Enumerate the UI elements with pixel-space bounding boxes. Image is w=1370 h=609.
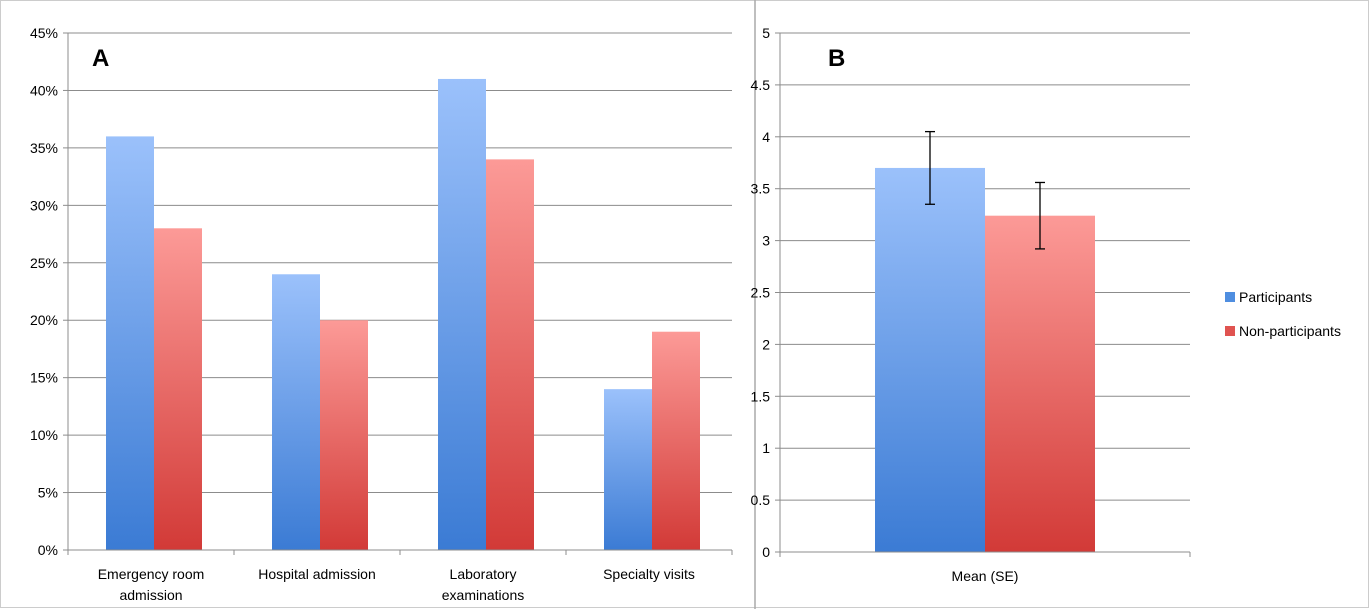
panelB-y-tick-label: 1 bbox=[762, 440, 770, 456]
panelB-y-tick-label: 2.5 bbox=[751, 285, 771, 301]
legend: Participants Non-participants bbox=[1225, 289, 1341, 339]
panelA-bar-non-participants-specialty-visits bbox=[652, 331, 700, 550]
panelA-y-tick-label: 10% bbox=[30, 427, 58, 443]
panelA-bar-participants-emergency-room-admission bbox=[106, 136, 154, 550]
panelA-y-tick-label: 15% bbox=[30, 370, 58, 386]
panelA-y-tick-label: 25% bbox=[30, 255, 58, 271]
panelA-y-tick-label: 35% bbox=[30, 140, 58, 156]
panelA-y-tick-label: 30% bbox=[30, 197, 58, 213]
legend-swatch-non-participants bbox=[1225, 326, 1235, 336]
panelA-x-tick-label: admission bbox=[119, 587, 182, 603]
panelA-bar-participants-hospital-admission bbox=[272, 274, 320, 550]
panelA-y-tick-label: 45% bbox=[30, 25, 58, 41]
panelB-y-tick-label: 3.5 bbox=[751, 181, 771, 197]
panelB-y-tick-label: 4 bbox=[762, 129, 770, 145]
panel-b-y-tick-labels: 0 0.5 1 1.5 2 2.5 3 3.5 4 4.5 5 bbox=[751, 25, 771, 560]
legend-label-participants: Participants bbox=[1239, 289, 1312, 305]
panelA-x-tick-label: Specialty visits bbox=[603, 566, 695, 582]
panelB-y-tick-label: 4.5 bbox=[751, 77, 771, 93]
panelA-x-tick-label: examinations bbox=[442, 587, 525, 603]
panelA-x-tick-label: Emergency room bbox=[98, 566, 205, 582]
panelA-y-tick-label: 0% bbox=[38, 542, 58, 558]
panelA-y-tick-label: 40% bbox=[30, 82, 58, 98]
panel-a-x-tick-labels: Emergency room admission Hospital admissio… bbox=[98, 566, 695, 603]
panelB-y-tick-label: 0 bbox=[762, 544, 770, 560]
panel-b-x-tick-labels: Mean (SE) bbox=[952, 568, 1019, 584]
panelA-bar-non-participants-hospital-admission bbox=[320, 320, 368, 550]
panelA-bar-participants-laboratory-examinations bbox=[438, 78, 486, 550]
panelB-x-tick-label: Mean (SE) bbox=[952, 568, 1019, 584]
panel-b-error-bars bbox=[925, 130, 1045, 250]
panel-b-label: B bbox=[828, 45, 845, 72]
panel-a-bars bbox=[106, 78, 700, 551]
panelA-x-tick-label: Laboratory bbox=[450, 566, 517, 582]
legend-label-non-participants: Non-participants bbox=[1239, 323, 1341, 339]
panel-b-bars bbox=[875, 167, 1095, 553]
panelB-y-tick-label: 3 bbox=[762, 233, 770, 249]
panelB-y-tick-label: 0.5 bbox=[751, 492, 771, 508]
panelA-bar-non-participants-emergency-room-admission bbox=[154, 228, 202, 551]
panelA-y-tick-label: 20% bbox=[30, 312, 58, 328]
panelA-bar-participants-specialty-visits bbox=[604, 389, 652, 550]
panelB-y-tick-label: 5 bbox=[762, 25, 770, 41]
panel-a-axes bbox=[63, 32, 733, 555]
legend-swatch-participants bbox=[1225, 292, 1235, 302]
panelB-y-tick-label: 2 bbox=[762, 336, 770, 352]
panelA-x-tick-label: Hospital admission bbox=[258, 566, 376, 582]
panelA-y-tick-label: 5% bbox=[38, 485, 58, 501]
panelB-y-tick-label: 1.5 bbox=[751, 388, 771, 404]
panel-b-axes bbox=[775, 32, 1191, 557]
chart-panel-b: 0 0.5 1 1.5 2 2.5 3 3.5 4 4.5 5 Mean (SE) B bbox=[751, 25, 1191, 584]
panel-a-label: A bbox=[92, 45, 109, 72]
chart-panel-a: 0% 5% 10% 15% 20% 25% 30% 35% 40% 45% Emergency r… bbox=[30, 25, 733, 603]
panelB-bar-non-participants-mean-se bbox=[985, 215, 1095, 553]
panel-a-y-tick-labels: 0% 5% 10% 15% 20% 25% 30% 35% 40% 45% bbox=[30, 25, 58, 558]
panelA-bar-non-participants-laboratory-examinations bbox=[486, 159, 534, 550]
panelB-bar-participants-mean-se bbox=[875, 167, 985, 552]
